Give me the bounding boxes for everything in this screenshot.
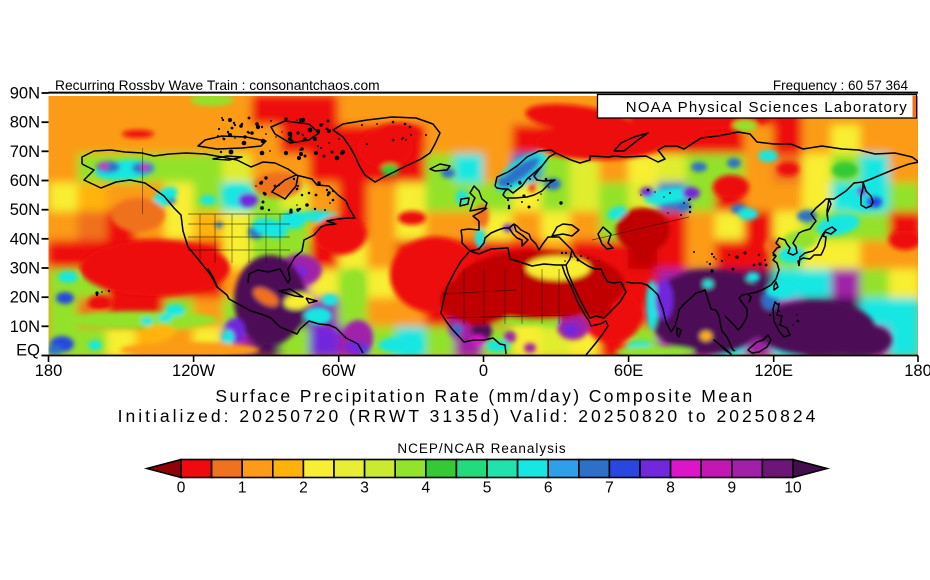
svg-text:120E: 120E [754,362,793,380]
svg-text:60N: 60N [10,172,40,190]
svg-text:7: 7 [605,480,614,497]
svg-text:120W: 120W [172,362,216,380]
svg-text:90N: 90N [10,85,40,103]
svg-text:30N: 30N [10,260,40,278]
svg-text:2: 2 [299,480,308,497]
svg-text:40N: 40N [10,230,40,248]
svg-text:180: 180 [904,362,930,380]
svg-text:NOAA Physical Sciences Laborat: NOAA Physical Sciences Laboratory [626,99,908,116]
svg-text:8: 8 [666,480,675,497]
svg-text:180: 180 [35,362,63,380]
svg-text:70N: 70N [10,143,40,161]
svg-text:10N: 10N [10,318,40,336]
svg-text:EQ: EQ [16,342,40,360]
svg-text:20N: 20N [10,289,40,307]
svg-text:Recurring Rossby Wave Train :: Recurring Rossby Wave Train : consonantc… [55,78,380,93]
svg-text:60W: 60W [322,362,356,380]
svg-text:4: 4 [421,480,430,497]
svg-text:0: 0 [177,480,186,497]
svg-text:NCEP/NCAR Reanalysis: NCEP/NCAR Reanalysis [397,441,566,456]
svg-text:9: 9 [727,480,736,497]
svg-text:50N: 50N [10,201,40,219]
svg-text:0: 0 [479,362,488,380]
svg-text:Initialized: 20250720 (RRWT 31: Initialized: 20250720 (RRWT 3135d) Valid… [118,406,819,426]
svg-text:10: 10 [784,480,802,497]
svg-text:6: 6 [544,480,553,497]
svg-text:Surface Precipitation Rate (mm: Surface Precipitation Rate (mm/day) Comp… [215,386,754,406]
svg-text:1: 1 [238,480,247,497]
svg-text:3: 3 [360,480,369,497]
svg-text:80N: 80N [10,114,40,132]
svg-text:Frequency : 60 57 364: Frequency : 60 57 364 [773,78,909,93]
svg-text:5: 5 [483,480,492,497]
svg-text:60E: 60E [614,362,643,380]
